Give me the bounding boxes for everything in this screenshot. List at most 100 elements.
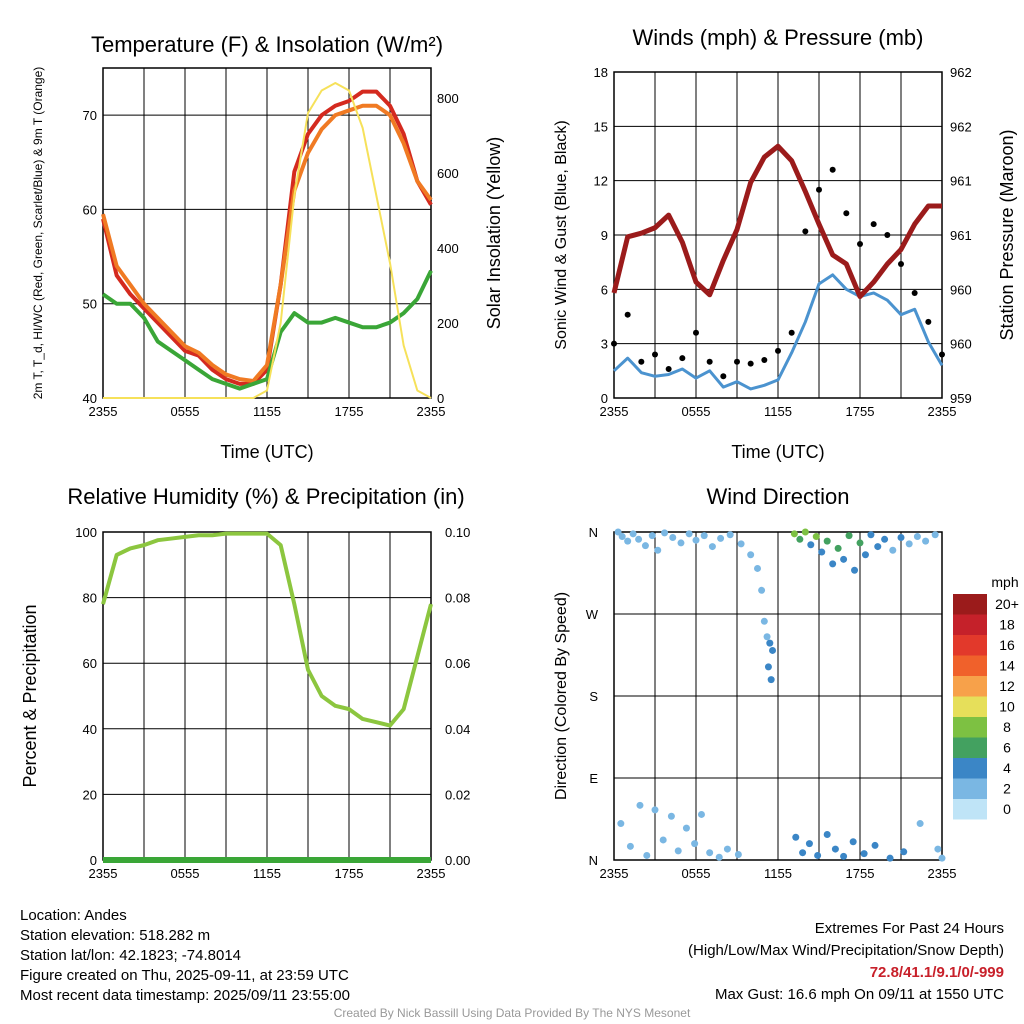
y2-tick-label: 600 (437, 166, 459, 181)
y-tick-label: 70 (83, 108, 97, 123)
y2-tick-label: 960 (950, 282, 972, 297)
direction-point (861, 551, 869, 559)
gust-point (665, 366, 672, 373)
chart-title: Wind Direction (706, 484, 849, 509)
direction-point (747, 551, 755, 559)
legend-swatch (953, 635, 987, 656)
direction-point (682, 824, 690, 832)
direction-point (754, 564, 761, 572)
legend-swatch (953, 799, 987, 820)
legend-title: mph (991, 574, 1018, 590)
direction-point (767, 676, 775, 684)
gust-point (624, 311, 631, 318)
direction-point (840, 852, 848, 860)
direction-point (764, 663, 772, 671)
y-axis-label: 2m T, T_d, HI/WC (Red, Green, Scarlet/Bl… (31, 67, 45, 400)
legend-swatch (953, 676, 987, 697)
y2-tick-label: 200 (437, 316, 459, 331)
max-gust-text: Max Gust: 16.6 mph On 09/11 at 1550 UTC (714, 986, 1004, 1003)
direction-point (763, 633, 771, 641)
direction-point (834, 544, 842, 552)
direction-point (889, 546, 897, 554)
y2-tick-label: 0.02 (445, 787, 470, 802)
direction-point (860, 850, 868, 858)
y2-tick-label: 961 (950, 228, 972, 243)
direction-point (849, 838, 857, 846)
y-tick-label: 15 (594, 119, 608, 134)
y-tick-label: 60 (83, 656, 97, 671)
direction-point (845, 532, 853, 540)
y2-tick-label: 800 (437, 91, 459, 106)
direction-point (674, 847, 682, 855)
x-tick-label: 2355 (89, 866, 118, 881)
direction-point (829, 560, 837, 568)
y2-tick-label: 0.08 (445, 591, 470, 606)
y-tick-label: 100 (75, 525, 97, 540)
series-line-0 (101, 531, 433, 728)
gust-point (816, 186, 822, 193)
direction-point (734, 851, 742, 859)
direction-point (913, 533, 921, 541)
y2-axis-label: Solar Insolation (Yellow) (484, 137, 504, 329)
x-tick-label: 1755 (846, 404, 875, 419)
direction-point (697, 810, 705, 818)
gust-point (911, 289, 918, 296)
direction-point (706, 849, 714, 857)
legend-swatch (953, 737, 987, 758)
y-tick-label: 80 (83, 591, 97, 606)
y-tick-label: E (589, 771, 598, 786)
y-tick-label: 9 (601, 228, 608, 243)
direction-point (692, 536, 700, 544)
direction-point (717, 534, 725, 542)
x-tick-label: 1155 (253, 404, 281, 419)
x-tick-label: 0555 (171, 866, 200, 881)
series-line-2 (101, 269, 433, 391)
latlon-text: Station lat/lon: 42.1823; -74.8014 (20, 947, 242, 964)
direction-point (823, 830, 831, 838)
x-axis-label: Time (UTC) (731, 442, 824, 462)
legend-label: 6 (1003, 740, 1011, 756)
gust-point (829, 166, 836, 173)
y-tick-label: 0 (90, 853, 97, 868)
gust-point (925, 318, 932, 325)
gust-point (775, 347, 781, 354)
legend-label: 0 (1003, 801, 1011, 817)
direction-point (934, 845, 942, 853)
direction-point (792, 833, 800, 841)
y2-tick-label: 0.04 (445, 722, 470, 737)
x-tick-label: 2355 (600, 866, 629, 881)
y-tick-label: 18 (594, 65, 608, 80)
chart-panel-0: 40 50 60 70 0 200 400 600 800 2355 0555 1155 1755 235… (31, 32, 504, 462)
gust-point (734, 358, 740, 365)
legend-label: 16 (999, 637, 1015, 653)
direction-point (643, 851, 651, 859)
gust-point (720, 373, 727, 380)
x-tick-label: 0555 (682, 866, 711, 881)
direction-point (801, 528, 809, 536)
x-tick-label: 1755 (335, 404, 364, 419)
y2-tick-label: 961 (950, 174, 972, 189)
direction-point (641, 542, 649, 550)
direction-point (635, 535, 643, 543)
x-tick-label: 2355 (600, 404, 629, 419)
direction-point (629, 530, 637, 538)
direction-point (814, 851, 822, 859)
gust-point (857, 241, 863, 248)
extremes-panel: Extremes For Past 24 Hours (High/Low/Max… (688, 918, 1004, 1006)
direction-point (790, 530, 798, 538)
direction-point (617, 820, 625, 828)
x-tick-label: 2355 (928, 866, 957, 881)
y2-tick-label: 959 (950, 391, 972, 406)
gust-point (898, 260, 904, 267)
direction-point (614, 528, 622, 536)
x-tick-label: 0555 (682, 404, 711, 419)
direction-point (685, 530, 693, 538)
y2-tick-label: 962 (950, 119, 972, 134)
gust-point (693, 329, 699, 336)
direction-point (626, 842, 634, 850)
x-axis-label: Time (UTC) (220, 442, 313, 462)
x-tick-label: 1155 (764, 866, 792, 881)
direction-point (700, 532, 708, 540)
gust-point (884, 232, 891, 238)
direction-point (669, 533, 677, 541)
